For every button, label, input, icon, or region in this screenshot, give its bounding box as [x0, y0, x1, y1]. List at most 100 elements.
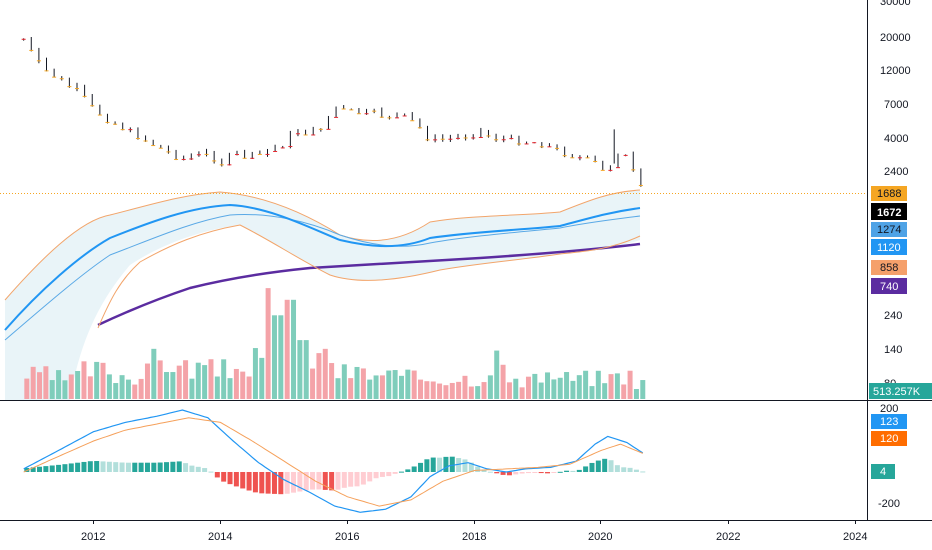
candle	[44, 57, 49, 72]
macd-histogram-bar	[221, 472, 227, 482]
volume-bar	[621, 384, 627, 399]
candle	[379, 107, 384, 118]
macd-histogram-bar	[30, 467, 36, 472]
price-tag-ma-text: 740	[880, 281, 898, 293]
macd-histogram-bar	[640, 471, 646, 473]
candle	[395, 112, 400, 119]
candle	[196, 151, 201, 157]
candle	[303, 129, 308, 136]
macd-histogram-bar	[602, 458, 608, 472]
price-tag-bb-low-text: 858	[880, 262, 898, 274]
macd-histogram-bar	[49, 465, 55, 472]
candle	[212, 150, 217, 164]
candle	[36, 47, 41, 64]
candle	[204, 148, 209, 157]
macd-tag: 123	[871, 414, 907, 429]
candle	[67, 77, 72, 88]
macd-histogram-bar	[265, 472, 271, 494]
macd-histogram-bar	[595, 460, 601, 472]
volume-bar	[437, 383, 443, 399]
volume-bar	[208, 359, 214, 399]
price-tag-bb-low: 858	[871, 260, 907, 275]
volume-bar	[633, 389, 639, 399]
macd-histogram-bar	[633, 469, 639, 472]
macd-histogram-bar	[494, 472, 500, 474]
macd-hist-tag-text: 4	[880, 466, 886, 478]
candle	[135, 127, 140, 140]
price-axis-label: 30000	[880, 0, 911, 8]
candle	[516, 135, 521, 146]
volume-bar	[81, 361, 87, 399]
volume-bar	[259, 357, 265, 399]
volume-bar	[411, 370, 417, 399]
macd-histogram-bar	[157, 462, 163, 472]
volume-tag: 513.257K	[869, 383, 932, 399]
macd-hist-tag: 4	[871, 464, 895, 479]
volume-bar	[532, 373, 538, 399]
macd-histogram-bar	[214, 472, 220, 478]
candle	[219, 158, 224, 167]
macd-histogram-bar	[208, 471, 214, 473]
volume-bar	[398, 375, 404, 399]
ema-slow-line	[4, 213, 641, 341]
volume-bar	[132, 384, 138, 399]
ema-fast-line	[4, 203, 641, 331]
volume-bar	[297, 340, 303, 399]
volume-tag-text: 513.257K	[873, 386, 921, 398]
volume-bar	[424, 381, 430, 399]
macd-histogram-bar	[564, 470, 570, 472]
volume-bar	[564, 372, 570, 399]
time-axis-label: 2012	[81, 531, 105, 543]
volume-bar	[557, 377, 563, 399]
macd-histogram-bar	[411, 466, 417, 472]
macd-histogram-bar	[576, 469, 582, 472]
macd-histogram-bar	[348, 472, 354, 487]
macd-histogram-bar	[551, 472, 557, 473]
macd-histogram-bar	[151, 462, 157, 472]
candle	[494, 133, 499, 142]
macd-histogram-bar	[87, 461, 93, 472]
candle	[341, 105, 346, 110]
macd-histogram-bar	[144, 462, 150, 472]
volume-bar	[506, 382, 512, 399]
price-axis-label: 7000	[884, 99, 908, 111]
macd-histogram-bar	[557, 471, 563, 473]
macd-histogram-bar	[183, 463, 189, 472]
candle	[311, 126, 316, 136]
volume-bar	[68, 374, 74, 399]
volume-bar	[430, 381, 436, 399]
volume-bar	[475, 386, 481, 399]
volume-bar	[481, 382, 487, 399]
candle	[410, 112, 415, 122]
volume-bar	[341, 364, 347, 399]
time-axis-label: 2024	[843, 531, 867, 543]
volume-bar	[335, 378, 341, 399]
macd-histogram-bar	[252, 472, 258, 493]
macd-histogram-bar	[303, 472, 309, 491]
time-axis-label: 2014	[208, 531, 232, 543]
macd-histogram-bar	[418, 462, 424, 472]
time-axis[interactable]: 2012 2014 2016 2018 2020 2022 2024	[81, 520, 867, 543]
price-axis-label: 2400	[884, 166, 908, 178]
macd-line	[23, 409, 644, 513]
volume-bar	[138, 378, 144, 399]
volume-bar	[30, 366, 36, 399]
macd-histogram-bar	[75, 462, 81, 472]
candle	[265, 148, 270, 157]
macd-histogram-bar	[106, 461, 112, 472]
volume-bar	[545, 372, 551, 399]
volume-bar	[373, 375, 379, 399]
volume-bar	[316, 353, 322, 399]
candle	[250, 151, 255, 160]
price-tag-last-high: 1688	[871, 186, 907, 201]
volume-bar	[392, 370, 398, 399]
volume-bar	[348, 378, 354, 399]
volume-bar	[310, 368, 316, 399]
macd-signal-line	[23, 417, 643, 507]
price-axis[interactable]: 30000 20000 12000 7000 4000 2400 240 140…	[880, 0, 911, 390]
candle	[174, 149, 179, 161]
candle	[417, 118, 422, 129]
volume-bar	[513, 378, 519, 399]
macd-histogram-bar	[297, 472, 303, 492]
